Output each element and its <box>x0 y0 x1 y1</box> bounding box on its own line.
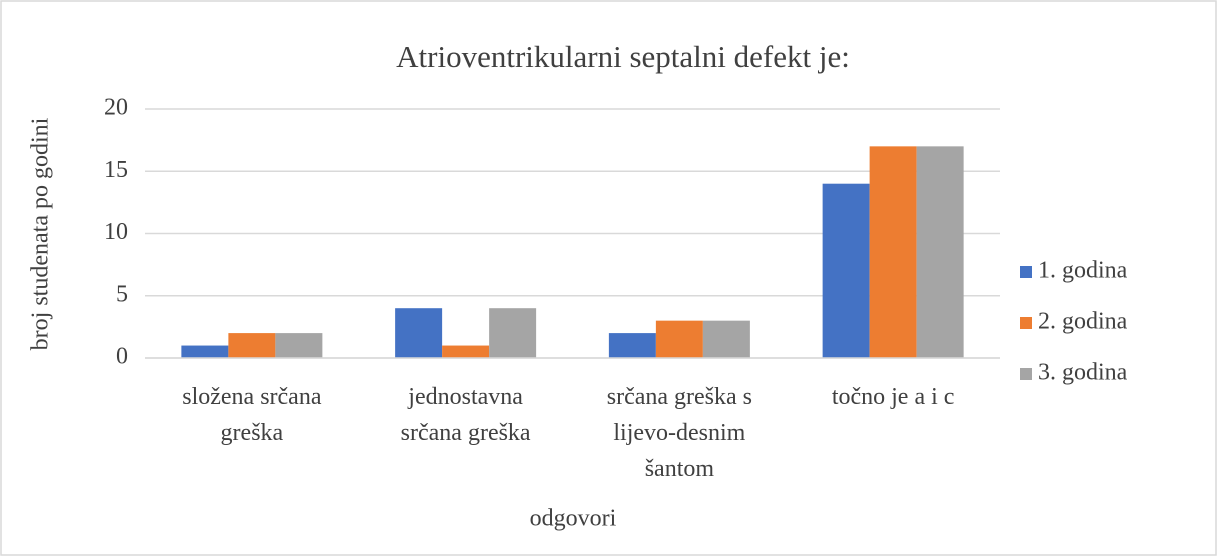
chart-title: Atrioventrikularni septalni defekt je: <box>396 39 850 74</box>
y-tick-label: 10 <box>104 219 128 245</box>
bar <box>228 333 276 358</box>
bar <box>702 320 750 358</box>
bar <box>442 345 490 358</box>
x-tick-label: složena srčana greška <box>182 384 322 446</box>
x-tick-label: točno je a i c <box>832 384 955 410</box>
bar <box>916 146 964 358</box>
legend-label: 3. godina <box>1038 360 1128 386</box>
x-axis-label: odgovori <box>530 506 617 532</box>
y-axis-label: broj studenata po godini <box>28 117 54 350</box>
y-tick-label: 20 <box>104 95 128 121</box>
legend-label: 1. godina <box>1038 258 1128 284</box>
legend-swatch <box>1020 317 1032 329</box>
bar <box>822 183 870 358</box>
y-tick-label: 15 <box>104 157 128 183</box>
legend-swatch <box>1020 266 1032 278</box>
legend-swatch <box>1020 368 1032 380</box>
bar <box>275 333 323 358</box>
bar <box>489 308 537 358</box>
y-tick-label: 5 <box>116 281 128 307</box>
bar <box>608 333 656 358</box>
x-tick-label: jednostavna srčana greška <box>401 384 531 446</box>
bar <box>655 320 703 358</box>
x-tick-label: srčana greška s lijevo-desnim šantom <box>607 384 752 482</box>
y-tick-label: 0 <box>116 344 128 370</box>
bar <box>181 345 229 358</box>
bar <box>395 308 443 358</box>
legend-label: 2. godina <box>1038 309 1128 335</box>
bar <box>869 146 917 358</box>
